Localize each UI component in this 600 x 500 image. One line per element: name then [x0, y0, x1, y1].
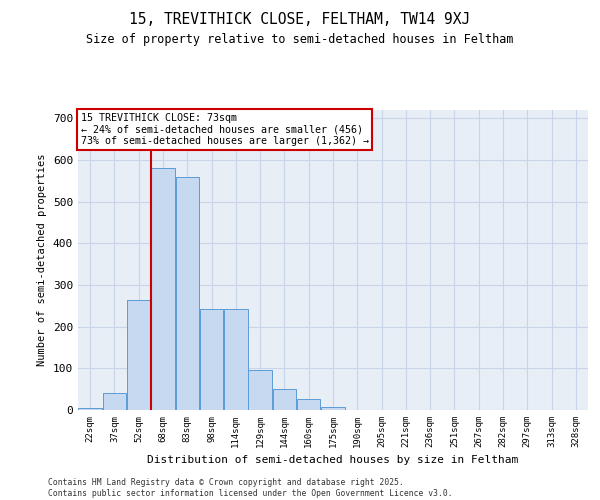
- Bar: [224, 308, 248, 410]
- Text: 15 TREVITHICK CLOSE: 73sqm
← 24% of semi-detached houses are smaller (456)
73% o: 15 TREVITHICK CLOSE: 73sqm ← 24% of semi…: [80, 113, 368, 146]
- Bar: [297, 399, 320, 410]
- Bar: [272, 389, 296, 410]
- Bar: [321, 407, 345, 410]
- Bar: [151, 168, 175, 410]
- Text: 15, TREVITHICK CLOSE, FELTHAM, TW14 9XJ: 15, TREVITHICK CLOSE, FELTHAM, TW14 9XJ: [130, 12, 470, 28]
- Bar: [103, 394, 126, 410]
- Text: Size of property relative to semi-detached houses in Feltham: Size of property relative to semi-detach…: [86, 32, 514, 46]
- Bar: [200, 308, 223, 410]
- Bar: [176, 176, 199, 410]
- Bar: [127, 300, 151, 410]
- X-axis label: Distribution of semi-detached houses by size in Feltham: Distribution of semi-detached houses by …: [148, 456, 518, 466]
- Bar: [79, 408, 102, 410]
- Text: Contains HM Land Registry data © Crown copyright and database right 2025.
Contai: Contains HM Land Registry data © Crown c…: [48, 478, 452, 498]
- Bar: [248, 370, 272, 410]
- Y-axis label: Number of semi-detached properties: Number of semi-detached properties: [37, 154, 47, 366]
